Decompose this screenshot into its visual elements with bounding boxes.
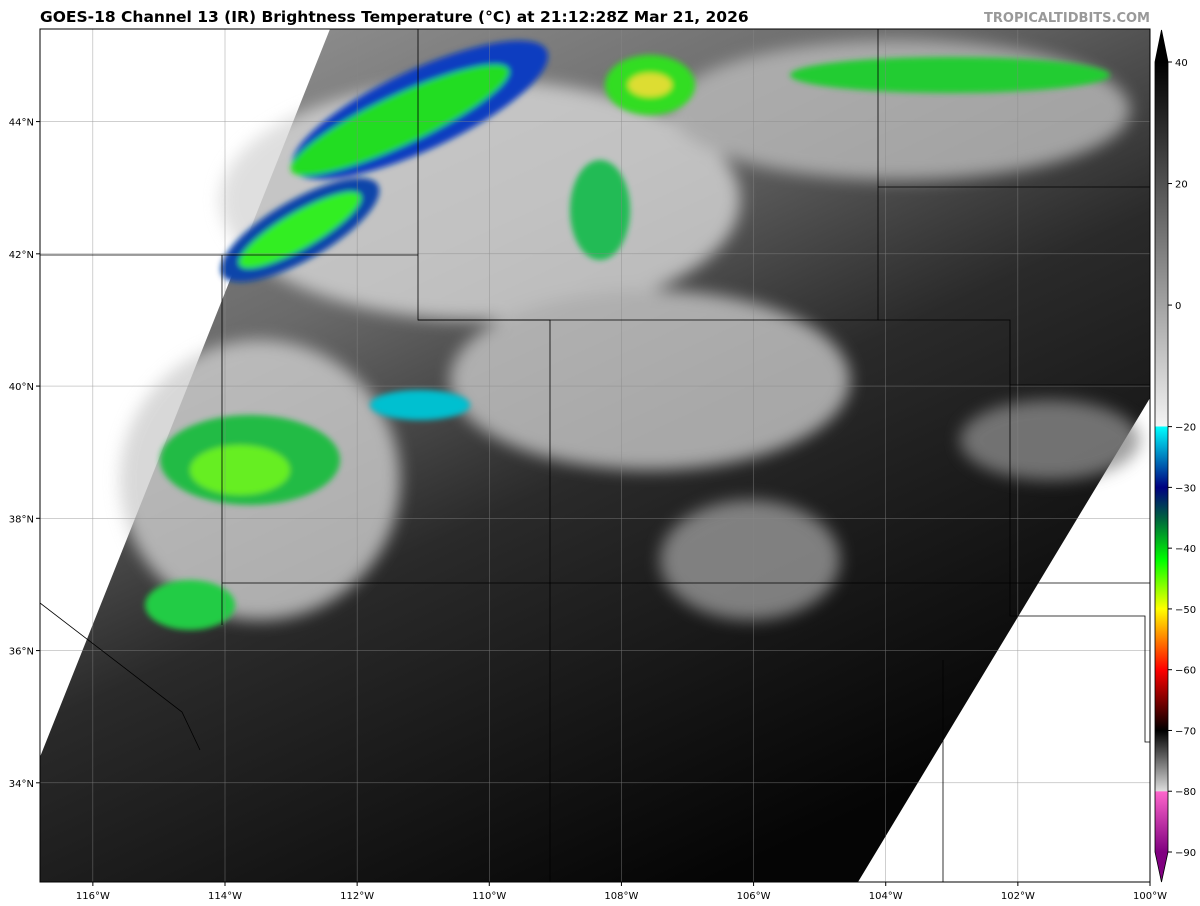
lon-tick-label: 116°W [76, 891, 110, 902]
colorbar-tick-label: −70 [1175, 726, 1196, 737]
colorbar-bottom-arrow [1155, 852, 1168, 882]
colorbar-tick-label: −20 [1175, 423, 1196, 434]
lat-tick-label: 44°N [9, 118, 34, 129]
lat-tick-label: 36°N [9, 647, 34, 658]
lon-tick-label: 114°W [208, 891, 242, 902]
lon-tick-label: 108°W [604, 891, 638, 902]
lon-tick-label: 100°W [1133, 891, 1167, 902]
colorbar-tick-label: 20 [1175, 180, 1188, 191]
colorbar-scale [1155, 62, 1168, 852]
credit-logo: TROPICALTIDBITS.COM [984, 11, 1150, 26]
lat-tick-label: 34°N [9, 779, 34, 790]
colorbar: 40 20 0 −20 −30 −40 −50 −60 −70 −80 −90 [1154, 29, 1196, 883]
colorbar-tick-label: −90 [1175, 848, 1196, 859]
map-title: GOES-18 Channel 13 (IR) Brightness Tempe… [40, 8, 749, 26]
lon-tick-label: 102°W [1001, 891, 1035, 902]
lon-tick-label: 104°W [869, 891, 903, 902]
map-frame [39, 28, 1151, 883]
longitude-axis: 116°W 114°W 112°W 110°W 108°W 106°W 104°W 102°W… [76, 882, 1167, 902]
colorbar-tick-label: −30 [1175, 483, 1196, 494]
colorbar-tick-label: −60 [1175, 666, 1196, 677]
lon-tick-label: 112°W [340, 891, 374, 902]
lat-tick-label: 42°N [9, 250, 34, 261]
colorbar-tick-label: −40 [1175, 544, 1196, 555]
state-borders [40, 29, 1150, 882]
latitude-axis: 44°N 42°N 40°N 38°N 36°N 34°N [9, 118, 40, 790]
cold-cloud-tops [145, 40, 1110, 630]
lon-tick-label: 110°W [472, 891, 506, 902]
colorbar-tick-label: −80 [1175, 787, 1196, 798]
colorbar-tick-label: 0 [1175, 301, 1181, 312]
colorbar-tick-label: 40 [1175, 58, 1188, 69]
lat-tick-label: 38°N [9, 514, 34, 525]
colorbar-top-arrow [1155, 30, 1168, 62]
colorbar-tick-label: −50 [1175, 605, 1196, 616]
lat-tick-label: 40°N [9, 382, 34, 393]
map-gridlines [40, 29, 1150, 882]
lon-tick-label: 106°W [737, 891, 771, 902]
